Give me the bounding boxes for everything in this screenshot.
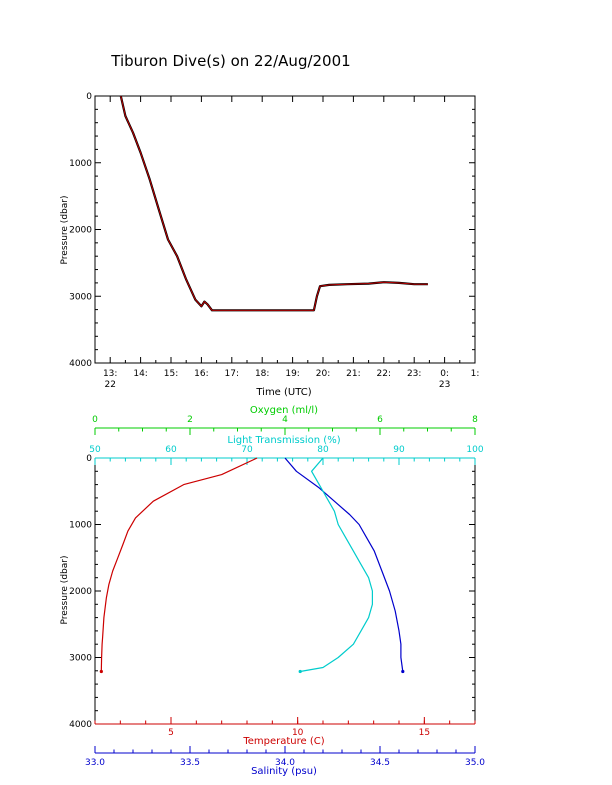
salinity-tick-label: 34.5: [370, 758, 390, 768]
y-tick-label: 2000: [69, 587, 92, 597]
x-tick-label: 16:: [194, 369, 208, 379]
salinity-tick-label: 33.5: [180, 758, 200, 768]
temperature-tick-label: 5: [168, 728, 174, 738]
transmission-profile-line: [300, 457, 373, 673]
x-tick-label: 20:: [316, 369, 330, 379]
oxygen-tick-label: 8: [472, 415, 478, 425]
y-tick-label: 3000: [69, 654, 92, 664]
time-series-plot: 13:22 14: 15: 16: 17: 18: 19: 20: 21: 22: 23: 0:23 1…: [60, 92, 479, 398]
transmission-tick-label: 60: [165, 445, 177, 455]
salinity-profile-end-point: [401, 669, 405, 674]
y-tick-label: 4000: [69, 720, 92, 730]
y-tick-label: 1000: [69, 159, 92, 169]
pressure-line: [120, 95, 428, 311]
temperature-axis-label: Temperature (C): [242, 736, 324, 747]
chart-title: Tiburon Dive(s) on 22/Aug/2001: [110, 52, 350, 70]
transmission-tick-label: 90: [393, 445, 405, 455]
oxygen-tick-label: 6: [377, 415, 383, 425]
profile-plot: 0 1000 2000 3000 4000 Pressure (dbar) 0 2 4 6 8 Oxy…: [60, 405, 485, 777]
plot-frame: [94, 95, 476, 364]
x-axis-label: Time (UTC): [255, 387, 311, 398]
y-tick-label: 1000: [69, 521, 92, 531]
transmission-tick-label: 50: [89, 445, 101, 455]
transmission-tick-label: 80: [317, 445, 329, 455]
temperature-tick-label: 15: [419, 728, 430, 738]
oxygen-tick-label: 4: [282, 415, 288, 425]
x-tick-label: 18:: [255, 369, 269, 379]
x-tick-label: 15:: [164, 369, 178, 379]
y-tick-label: 4000: [69, 359, 92, 369]
salinity-tick-label: 33.0: [85, 758, 105, 768]
y-tick-label: 2000: [69, 226, 92, 236]
pressure-line-shadow: [119, 95, 428, 312]
temperature-profile-line: [100, 457, 258, 672]
y-tick-label: 0: [86, 454, 92, 464]
x-tick-label: 17:: [225, 369, 239, 379]
temperature-profile-end-point: [99, 669, 103, 674]
transmission-tick-label: 100: [466, 445, 483, 455]
x-tick-label: 23:: [407, 369, 421, 379]
x-tick-label: 22:: [377, 369, 391, 379]
x-tick-label: 14:: [133, 369, 147, 379]
transmission-tick-label: 70: [241, 445, 253, 455]
salinity-profile-line: [284, 457, 404, 672]
transmission-profile-end-point: [298, 669, 302, 674]
x-tick-label: 0:: [440, 369, 449, 379]
oxygen-tick-label: 0: [92, 415, 98, 425]
salinity-axis-label: Salinity (psu): [251, 766, 317, 777]
oxygen-tick-label: 2: [187, 415, 193, 425]
x-tick-date-label: 22: [104, 380, 115, 390]
y-tick-label: 0: [86, 92, 92, 102]
x-tick-label: 19:: [285, 369, 299, 379]
salinity-tick-label: 35.0: [465, 758, 485, 768]
transmission-axis-label: Light Transmission (%): [227, 435, 340, 446]
salinity-tick-label: 34.0: [275, 758, 295, 768]
x-tick-label: 13:: [103, 369, 117, 379]
oxygen-axis-label: Oxygen (ml/l): [250, 405, 318, 416]
temperature-tick-label: 10: [292, 728, 304, 738]
y-axis-label: Pressure (dbar): [60, 556, 70, 625]
x-tick-label: 1:: [471, 369, 480, 379]
x-tick-label: 21:: [346, 369, 360, 379]
y-axis-label: Pressure (dbar): [60, 196, 70, 265]
y-tick-label: 3000: [69, 292, 92, 302]
x-tick-date-label: 23: [439, 380, 450, 390]
